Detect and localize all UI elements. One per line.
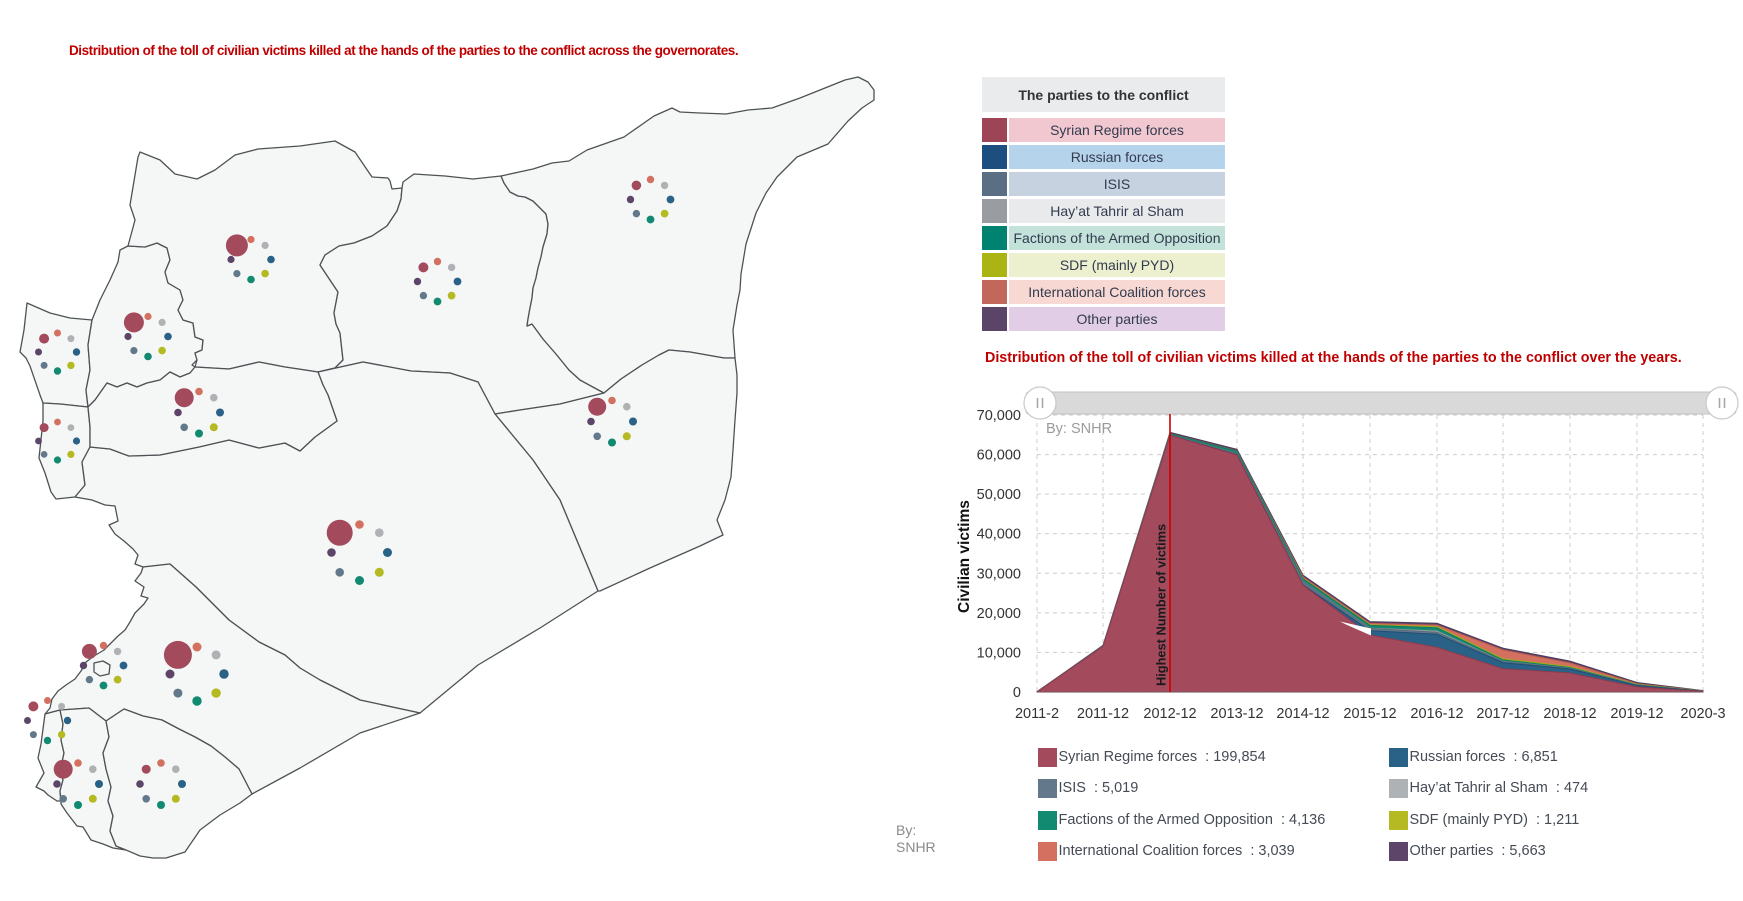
svg-text:2017-12: 2017-12	[1476, 706, 1529, 722]
svg-text:60,000: 60,000	[977, 448, 1021, 464]
svg-text:2014-12: 2014-12	[1276, 706, 1329, 722]
svg-text:2015-12: 2015-12	[1343, 706, 1396, 722]
svg-text:0: 0	[1013, 685, 1021, 701]
svg-text:2018-12: 2018-12	[1543, 706, 1596, 722]
svg-text:Civilian victims: Civilian victims	[956, 500, 973, 613]
svg-text:By: SNHR: By: SNHR	[1046, 421, 1112, 437]
svg-text:2019-12: 2019-12	[1610, 706, 1663, 722]
svg-text:2016-12: 2016-12	[1410, 706, 1463, 722]
svg-text:40,000: 40,000	[977, 527, 1021, 543]
svg-text:70,000: 70,000	[977, 408, 1021, 424]
svg-text:2011-2: 2011-2	[1015, 706, 1059, 722]
svg-text:2020-3: 2020-3	[1680, 706, 1725, 722]
svg-text:2012-12: 2012-12	[1143, 706, 1196, 722]
svg-text:2013-12: 2013-12	[1210, 706, 1263, 722]
svg-text:30,000: 30,000	[977, 566, 1021, 582]
svg-text:Highest Number of victims: Highest Number of victims	[1154, 524, 1169, 686]
svg-text:10,000: 10,000	[977, 645, 1021, 661]
svg-text:20,000: 20,000	[977, 606, 1021, 622]
svg-text:2011-12: 2011-12	[1077, 706, 1129, 722]
svg-text:50,000: 50,000	[977, 487, 1021, 503]
